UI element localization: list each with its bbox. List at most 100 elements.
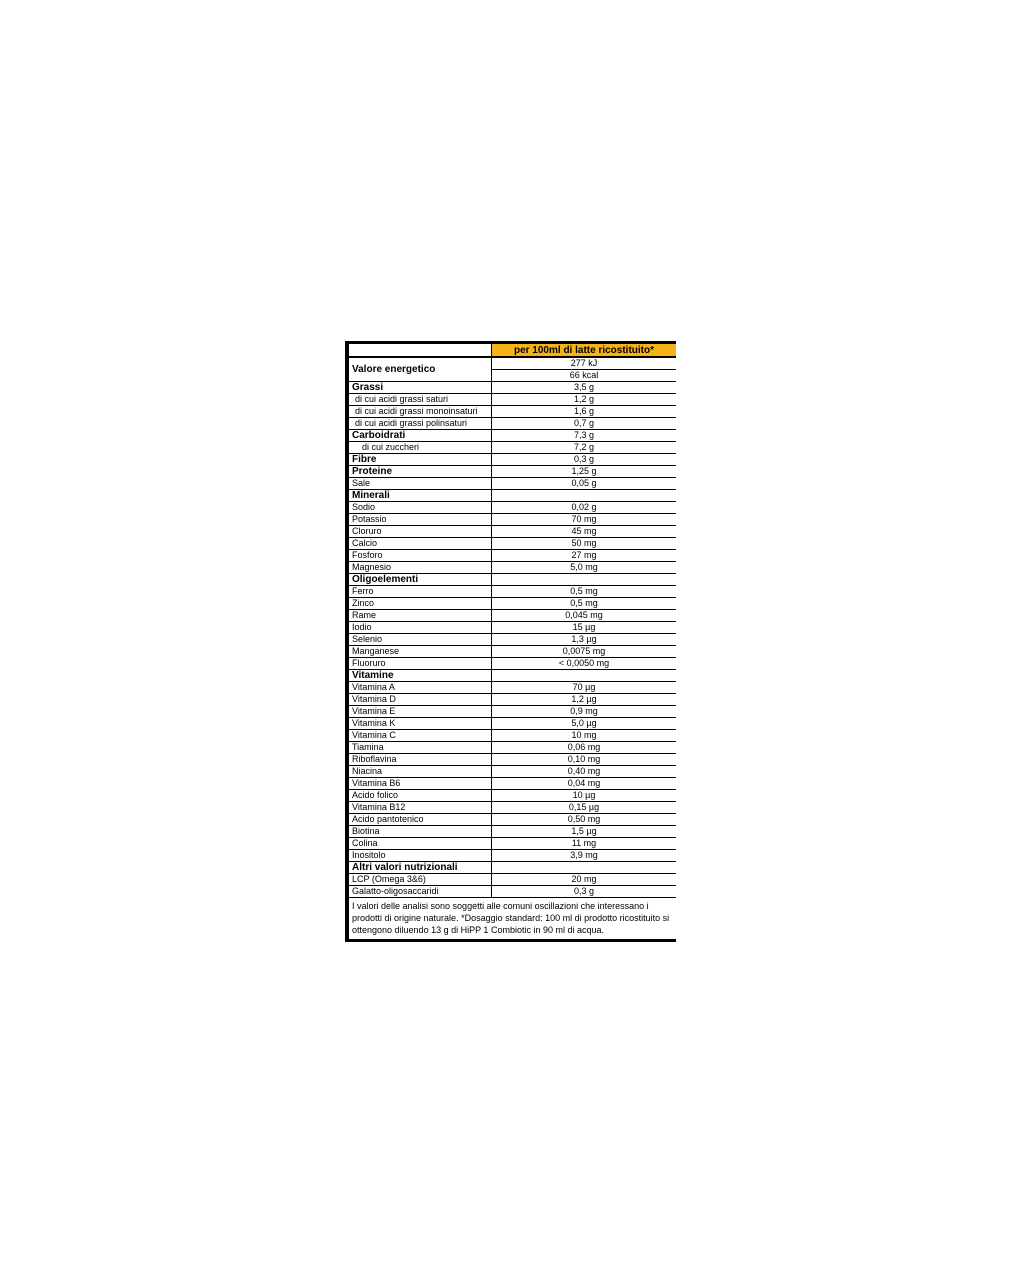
- table-row: Biotina 1,5 µg: [348, 825, 676, 838]
- nutrient-value: 27 mg: [491, 549, 676, 562]
- nutrient-value: 0,15 µg: [491, 801, 676, 814]
- nutrient-value: 0,3 g: [491, 885, 676, 898]
- nutrient-label: di cui acidi grassi saturi: [348, 393, 492, 406]
- nutrient-label: Tiamina: [348, 741, 492, 754]
- nutrient-label: Ferro: [348, 585, 492, 598]
- table-row: Iodio 15 µg: [348, 621, 676, 634]
- nutrient-value: 0,3 g: [491, 453, 676, 466]
- nutrient-label: Rame: [348, 609, 492, 622]
- nutrient-label: Minerali: [348, 489, 492, 502]
- nutrient-value: 5,0 mg: [491, 561, 676, 574]
- nutrient-value: 0,9 mg: [491, 705, 676, 718]
- nutrient-value: 5,0 µg: [491, 717, 676, 730]
- header-per-100ml: per 100ml di latte ricostituito*: [491, 343, 676, 358]
- table-row: Riboflavina 0,10 mg: [348, 753, 676, 766]
- table-row: Vitamina D 1,2 µg: [348, 693, 676, 706]
- table-row: Fosforo 27 mg: [348, 549, 676, 562]
- table-row: Manganese 0,0075 mg: [348, 645, 676, 658]
- nutrient-label: Vitamina B12: [348, 801, 492, 814]
- table-row: Minerali: [348, 489, 676, 502]
- nutrient-label: Fosforo: [348, 549, 492, 562]
- nutrient-label: Acido folico: [348, 789, 492, 802]
- nutrient-value: 3,9 mg: [491, 849, 676, 862]
- table-row: LCP (Omega 3&6) 20 mg: [348, 873, 676, 886]
- nutrient-value: 0,10 mg: [491, 753, 676, 766]
- table-row: Colina 11 mg: [348, 837, 676, 850]
- nutrition-table: per 100ml di latte ricostituito* Valore …: [345, 341, 676, 942]
- nutrient-value: 20 mg: [491, 873, 676, 886]
- nutrient-label: Vitamina E: [348, 705, 492, 718]
- nutrient-label: Inositolo: [348, 849, 492, 862]
- nutrient-value: 0,0075 mg: [491, 645, 676, 658]
- table-row: Altri valori nutrizionali: [348, 861, 676, 874]
- table-row: Acido folico 10 µg: [348, 789, 676, 802]
- table-row: Potassio 70 mg: [348, 513, 676, 526]
- nutrient-label: Acido pantotenico: [348, 813, 492, 826]
- nutrient-label: Zinco: [348, 597, 492, 610]
- table-row: Sodio 0,02 g: [348, 501, 676, 514]
- nutrient-label: Vitamina A: [348, 681, 492, 694]
- nutrient-label: Vitamina B6: [348, 777, 492, 790]
- nutrient-label: Sale: [348, 477, 492, 490]
- nutrient-label: Vitamina C: [348, 729, 492, 742]
- nutrient-label: Fibre: [348, 453, 492, 466]
- energy-kcal: 66 kcal: [491, 369, 676, 382]
- nutrient-label: Iodio: [348, 621, 492, 634]
- table-row: Cloruro 45 mg: [348, 525, 676, 538]
- nutrient-label: Calcio: [348, 537, 492, 550]
- nutrient-value: 1,3 µg: [491, 633, 676, 646]
- nutrient-value: 7,3 g: [491, 429, 676, 442]
- nutrient-label: di cui acidi grassi polinsaturi: [348, 417, 492, 430]
- table-row: Carboidrati 7,3 g: [348, 429, 676, 442]
- nutrient-label: Fluoruro: [348, 657, 492, 670]
- table-row: Zinco 0,5 mg: [348, 597, 676, 610]
- table-row: Niacina 0,40 mg: [348, 765, 676, 778]
- nutrient-value: 0,50 mg: [491, 813, 676, 826]
- nutrient-label: Proteine: [348, 465, 492, 478]
- nutrient-label: Riboflavina: [348, 753, 492, 766]
- nutrient-value: 0,05 g: [491, 477, 676, 490]
- table-row: Vitamina A 70 µg: [348, 681, 676, 694]
- nutrient-value: 1,25 g: [491, 465, 676, 478]
- table-row: Vitamine: [348, 669, 676, 682]
- nutrient-label: di cui zuccheri: [348, 441, 492, 454]
- table-row: Vitamina K 5,0 µg: [348, 717, 676, 730]
- nutrient-value: 0,5 mg: [491, 585, 676, 598]
- table-row: Magnesio 5,0 mg: [348, 561, 676, 574]
- nutrient-value: 0,02 g: [491, 501, 676, 514]
- table-row: Galatto-oligosaccaridi 0,3 g: [348, 885, 676, 898]
- table-row: Ferro 0,5 mg: [348, 585, 676, 598]
- nutrient-value: 45 mg: [491, 525, 676, 538]
- nutrient-value: 7,2 g: [491, 441, 676, 454]
- nutrient-value: 10 mg: [491, 729, 676, 742]
- nutrient-value: 0,06 mg: [491, 741, 676, 754]
- footnote-row: I valori delle analisi sono soggetti all…: [348, 897, 676, 939]
- table-row: Vitamina B6 0,04 mg: [348, 777, 676, 790]
- table-row: Oligoelementi: [348, 573, 676, 586]
- table-row: Calcio 50 mg: [348, 537, 676, 550]
- energy-kj: 277 kJ: [491, 356, 676, 370]
- table-row: Rame 0,045 mg: [348, 609, 676, 622]
- nutrient-label: Vitamina D: [348, 693, 492, 706]
- nutrient-label: Colina: [348, 837, 492, 850]
- table-row: di cui acidi grassi polinsaturi 0,7 g: [348, 417, 676, 430]
- nutrient-label: Manganese: [348, 645, 492, 658]
- nutrient-value: [491, 573, 676, 586]
- nutrient-label: Carboidrati: [348, 429, 492, 442]
- nutrient-value: 0,045 mg: [491, 609, 676, 622]
- nutrient-label: Biotina: [348, 825, 492, 838]
- nutrient-value: 1,2 µg: [491, 693, 676, 706]
- table-row: di cui acidi grassi monoinsaturi 1,6 g: [348, 405, 676, 418]
- nutrient-label: Galatto-oligosaccaridi: [348, 885, 492, 898]
- table-row: di cui acidi grassi saturi 1,2 g: [348, 393, 676, 406]
- nutrient-value: [491, 669, 676, 682]
- nutrient-label: Vitamine: [348, 669, 492, 682]
- nutrient-label: Magnesio: [348, 561, 492, 574]
- table-row: Vitamina C 10 mg: [348, 729, 676, 742]
- nutrient-value: 10 µg: [491, 789, 676, 802]
- table-row: di cui zuccheri 7,2 g: [348, 441, 676, 454]
- nutrient-value: 11 mg: [491, 837, 676, 850]
- nutrient-value: 0,7 g: [491, 417, 676, 430]
- table-row: Sale 0,05 g: [348, 477, 676, 490]
- nutrient-value: 1,5 µg: [491, 825, 676, 838]
